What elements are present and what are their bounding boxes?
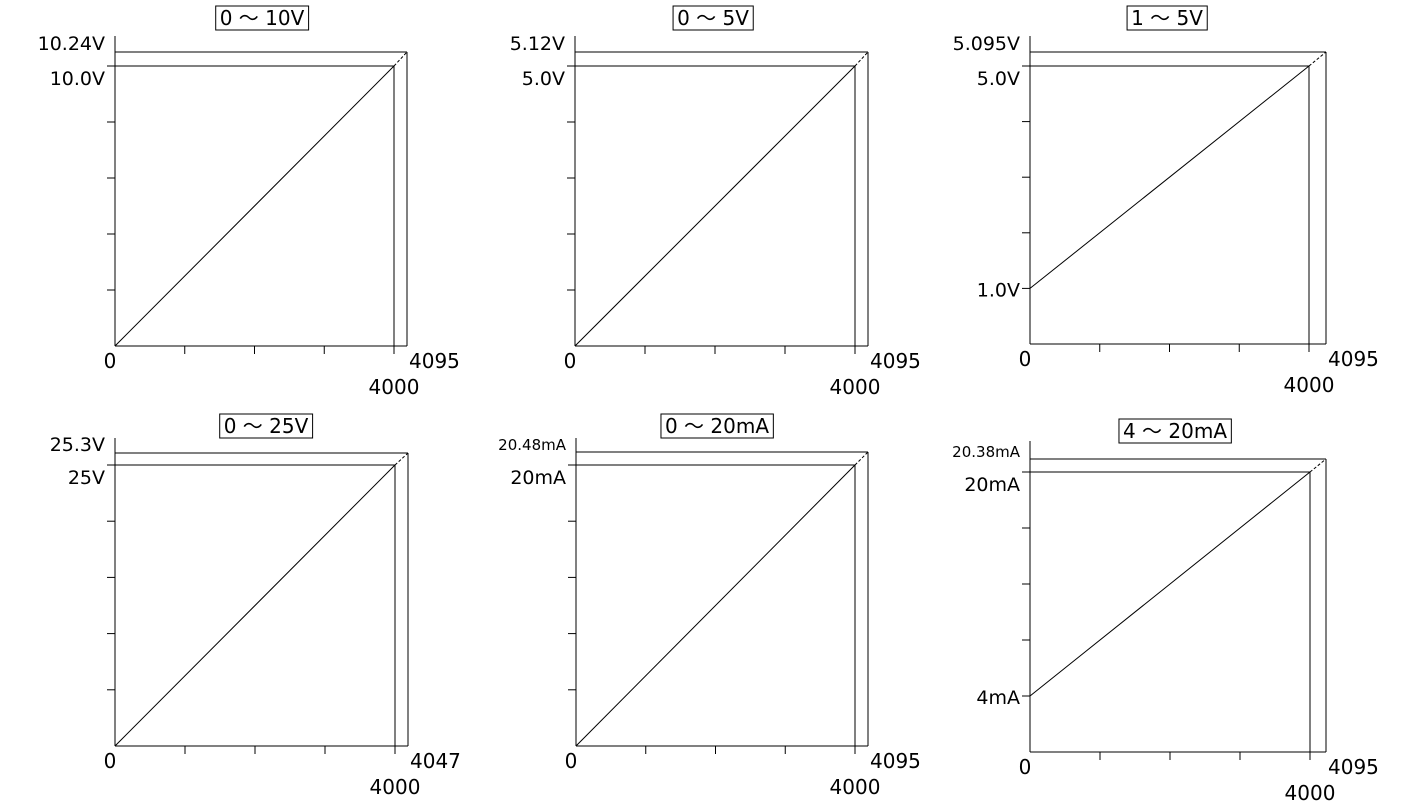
x-full-label: 4000 (1285, 781, 1336, 805)
chart-title: 0 ～ 20mA (665, 414, 769, 438)
extension-dashed-line (394, 452, 409, 466)
x-origin-label: 0 (565, 749, 578, 773)
data-line (114, 65, 395, 347)
x-max-label: 4047 (410, 749, 461, 773)
y-full-label: 25V (68, 467, 105, 489)
y-full-label: 10.0V (50, 68, 105, 90)
x-origin-label: 0 (1019, 755, 1032, 779)
extension-dashed-line (1309, 458, 1327, 473)
chart-title: 1 ～ 5V (1131, 6, 1203, 30)
y-full-label: 20mA (510, 467, 566, 489)
data-line (574, 65, 856, 347)
x-full-label: 4000 (370, 775, 421, 799)
x-max-label: 4095 (409, 349, 460, 373)
x-max-label: 4095 (870, 749, 921, 773)
chart-title-box (672, 5, 754, 31)
y-max-label: 20.38mA (952, 443, 1021, 461)
x-full-label: 4000 (830, 775, 881, 799)
chart-title-box (1126, 5, 1208, 31)
y-full-label: 5.0V (522, 68, 565, 90)
chart-title: 0 ～ 25V (224, 414, 309, 438)
chart-title: 0 ～ 10V (220, 6, 305, 30)
x-full-label: 4000 (1284, 373, 1335, 397)
chart-title-box (1118, 418, 1232, 444)
x-full-label: 4000 (830, 375, 881, 399)
x-origin-label: 0 (104, 349, 117, 373)
y-offset-label: 1.0V (977, 279, 1020, 301)
extension-dashed-line (1308, 51, 1327, 67)
x-max-label: 4095 (870, 349, 921, 373)
chart-title-box (219, 413, 314, 439)
x-full-label: 4000 (369, 375, 420, 399)
y-max-label: 20.48mA (498, 436, 567, 454)
y-offset-label: 4mA (976, 687, 1020, 709)
x-max-label: 4095 (1328, 755, 1379, 779)
extension-dashed-line (393, 51, 408, 67)
y-full-label: 5.0V (977, 68, 1020, 90)
y-full-label: 20mA (964, 474, 1020, 496)
chart-title: 0 ～ 5V (677, 6, 749, 30)
extension-dashed-line (854, 451, 869, 466)
x-origin-label: 0 (1019, 347, 1032, 371)
extension-dashed-line (854, 51, 869, 67)
data-line (114, 464, 396, 747)
y-max-label: 25.3V (50, 434, 105, 456)
data-line (1029, 471, 1311, 697)
y-max-label: 5.095V (953, 33, 1020, 55)
data-line (1029, 65, 1310, 289)
x-origin-label: 0 (104, 749, 117, 773)
y-max-label: 10.24V (38, 33, 105, 55)
chart-title-box (215, 5, 310, 31)
chart-title-box (660, 413, 774, 439)
x-max-label: 4095 (1328, 347, 1379, 371)
y-max-label: 5.12V (510, 33, 565, 55)
x-origin-label: 0 (564, 349, 577, 373)
chart-title: 4 ～ 20mA (1123, 419, 1227, 443)
data-line (575, 464, 856, 747)
